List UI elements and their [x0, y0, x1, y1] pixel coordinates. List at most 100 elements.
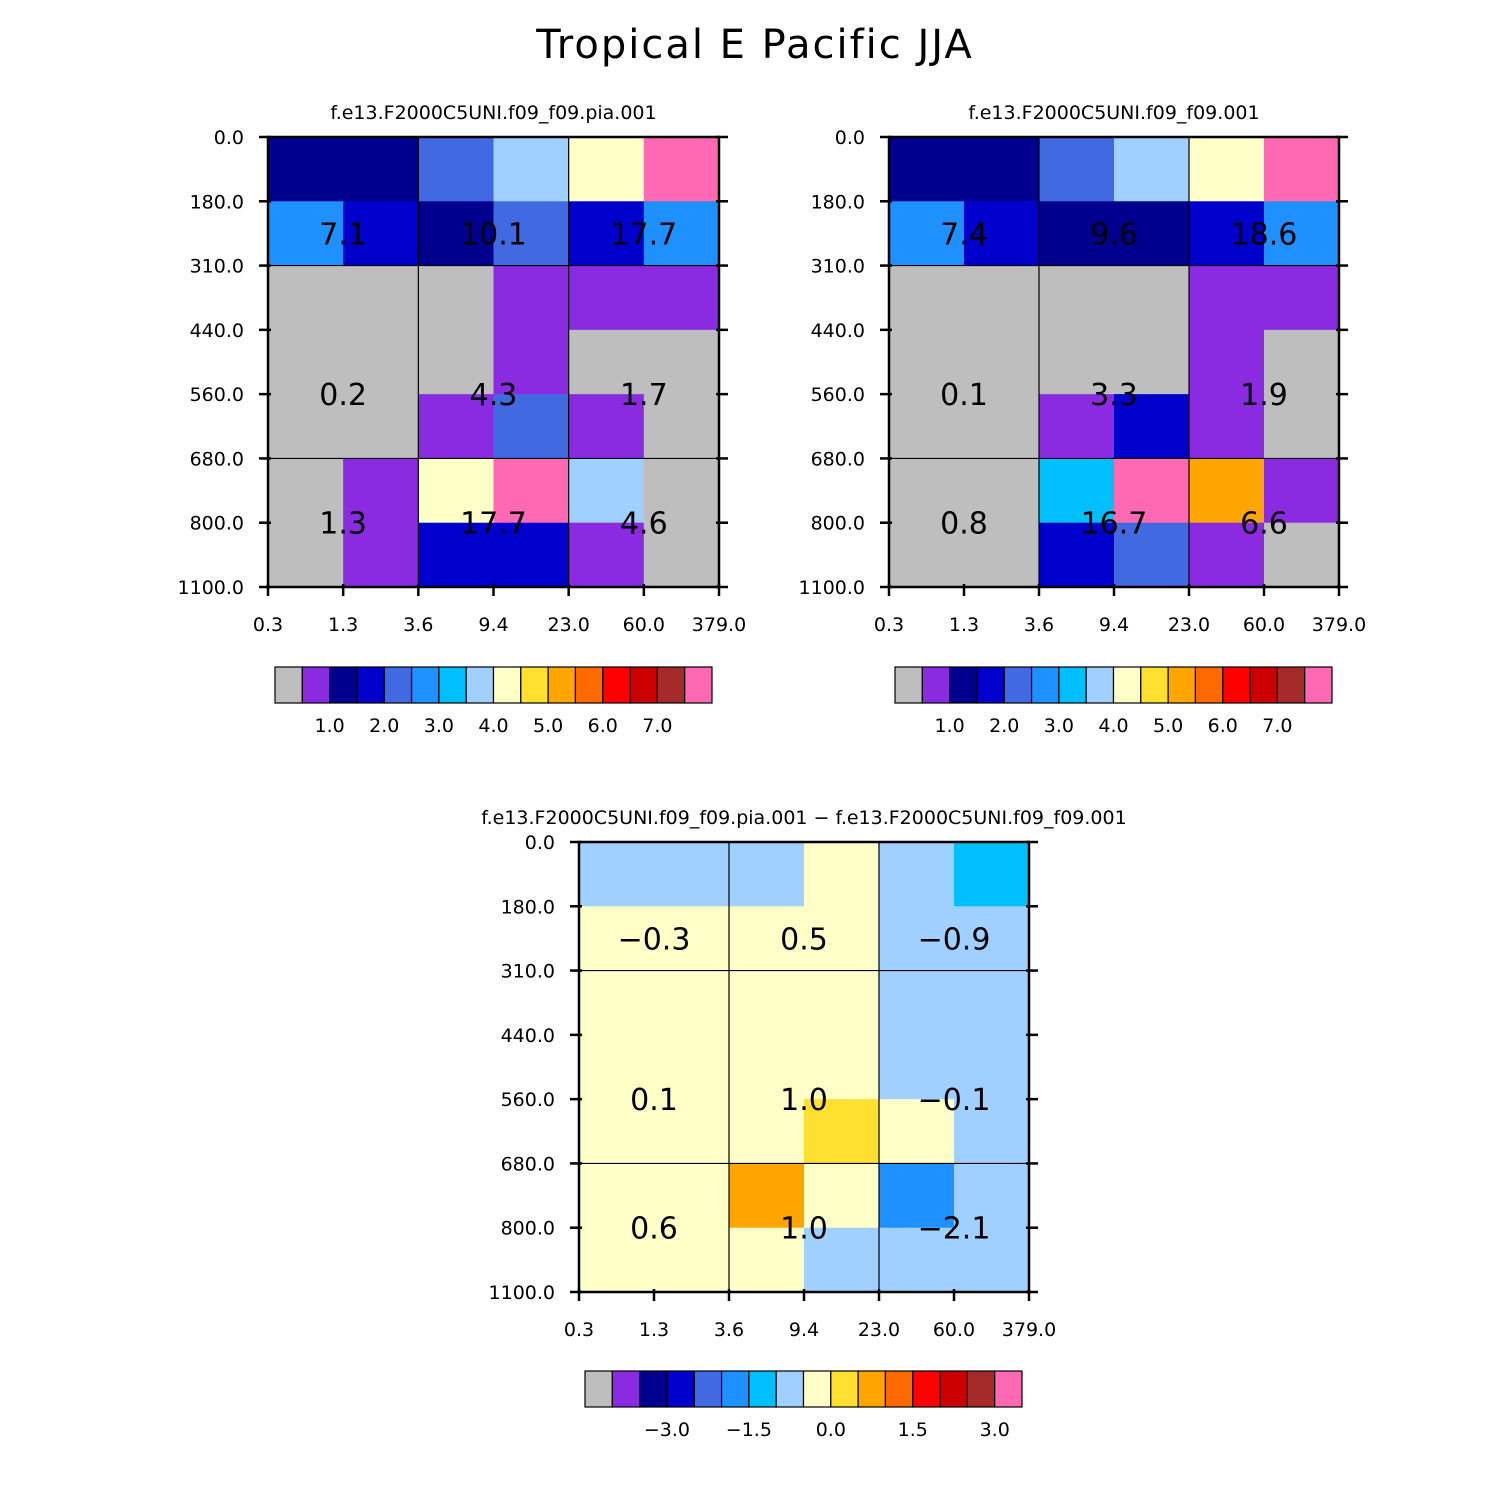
x-tick-label: 60.0 [623, 614, 665, 636]
heatmap-cell [879, 1034, 955, 1100]
y-tick-label: 800.0 [501, 1218, 555, 1240]
heatmap-cell [1114, 329, 1190, 395]
colorbar-swatch [1222, 666, 1251, 704]
colorbar-swatch [1276, 666, 1306, 704]
x-tick-label: 60.0 [933, 1319, 975, 1341]
colorbar-label: 1.0 [315, 715, 345, 737]
colorbar-swatch [1167, 666, 1197, 704]
heatmap-cell [879, 906, 955, 972]
x-tick-label: 1.3 [949, 614, 979, 636]
heatmap-cell [1189, 522, 1265, 588]
y-tick-label: 800.0 [190, 513, 244, 535]
colorbar-swatch [994, 1370, 1023, 1408]
colorbar-swatch [1003, 666, 1033, 704]
heatmap-cell [964, 201, 1040, 267]
heatmap-cell [729, 1227, 805, 1293]
colorbar-swatch [921, 666, 951, 704]
block-value-label: −2.1 [918, 1212, 991, 1247]
heatmap-cell [954, 842, 1030, 907]
colorbar-swatch [666, 1370, 695, 1408]
heatmap-cell [1039, 329, 1115, 395]
heatmap-cell [1114, 458, 1190, 524]
block-value-label: 17.7 [460, 507, 527, 542]
colorbar-swatch [520, 666, 549, 704]
heatmap-cell [954, 1099, 1030, 1164]
heatmap-cell [879, 842, 955, 907]
heatmap-cell [879, 1099, 955, 1164]
heatmap-cell [804, 1163, 880, 1229]
block-value-label: −0.9 [918, 922, 991, 957]
heatmap-cell [964, 137, 1040, 202]
heatmap-cell [804, 1099, 880, 1164]
heatmap-cell [964, 458, 1040, 524]
heatmap-cell [568, 458, 645, 524]
colorbar-swatch [966, 1370, 996, 1408]
colorbar-swatch [611, 1370, 641, 1408]
heatmap-cell [643, 458, 720, 524]
heatmap-cell [579, 1163, 655, 1229]
heatmap-cell [418, 265, 494, 331]
colorbar-label: 2.0 [989, 715, 1019, 737]
block-value-label: 7.4 [940, 217, 988, 252]
colorbar-label: 7.0 [1262, 715, 1292, 737]
heatmap-cell [1189, 329, 1265, 395]
heatmap-cell [729, 906, 805, 972]
panel-difference: f.e13.F2000C5UNI.f09_f09.pia.001 − f.e13… [481, 807, 1126, 1441]
colorbar-label: −1.5 [726, 1419, 772, 1441]
heatmap-cell [268, 522, 344, 588]
heatmap-cell [1039, 265, 1115, 331]
colorbar-swatch [656, 666, 686, 704]
heatmap-cell [579, 1034, 655, 1100]
heatmap-cell [889, 522, 965, 588]
panel-title: f.e13.F2000C5UNI.f09_f09.001 [968, 102, 1259, 124]
colorbar-label: 5.0 [1153, 715, 1183, 737]
colorbar-swatch [1030, 666, 1060, 704]
colorbar-label: 3.0 [1044, 715, 1074, 737]
block-value-label: 1.7 [620, 378, 668, 413]
y-tick-label: 680.0 [190, 448, 244, 470]
block-value-label: 10.1 [460, 217, 527, 252]
x-tick-label: 1.3 [328, 614, 358, 636]
heatmap-cell [268, 265, 344, 331]
heatmap-cell [268, 329, 344, 395]
heatmap-cell [343, 458, 419, 524]
colorbar-swatch [748, 1370, 777, 1408]
x-tick-label: 23.0 [1168, 614, 1210, 636]
heatmap-cell [568, 265, 645, 331]
block-value-label: 6.6 [1240, 507, 1288, 542]
colorbar-swatch [884, 1370, 914, 1408]
heatmap-cell [804, 842, 880, 907]
x-tick-label: 9.4 [478, 614, 508, 636]
block-value-label: 0.1 [940, 378, 988, 413]
colorbar-swatch [1058, 666, 1087, 704]
x-tick-label: 1.3 [639, 1319, 669, 1341]
colorbar-swatch [684, 666, 713, 704]
block-value-label: 0.2 [319, 378, 367, 413]
x-tick-label: 3.6 [714, 1319, 744, 1341]
heatmap-cell [643, 265, 720, 331]
colorbar-swatch [629, 666, 658, 704]
y-tick-label: 0.0 [835, 127, 865, 149]
panel-title: f.e13.F2000C5UNI.f09_f09.pia.001 − f.e13… [481, 807, 1126, 829]
heatmap-cell [954, 1227, 1030, 1293]
x-tick-label: 3.6 [403, 614, 433, 636]
heatmap-cell [579, 1227, 655, 1293]
heatmap-cell [493, 458, 570, 524]
heatmap-cell [804, 970, 880, 1036]
heatmap-cell [889, 137, 965, 202]
colorbar-swatch [639, 1370, 668, 1408]
heatmap-cell [729, 970, 805, 1036]
heatmap-cell [1114, 265, 1190, 331]
heatmap-cell [1189, 394, 1265, 459]
heatmap-cell [493, 265, 570, 331]
heatmap-cell [643, 137, 720, 202]
colorbar-label: 6.0 [588, 715, 618, 737]
colorbar-swatch [1112, 666, 1142, 704]
colorbar-swatch [274, 666, 303, 704]
heatmap-cell [729, 1099, 805, 1164]
heatmap-cell [343, 137, 419, 202]
heatmap-cell [654, 842, 730, 907]
x-tick-label: 379.0 [692, 614, 746, 636]
panel-title: f.e13.F2000C5UNI.f09_f09.pia.001 [330, 102, 656, 124]
x-tick-label: 23.0 [548, 614, 590, 636]
